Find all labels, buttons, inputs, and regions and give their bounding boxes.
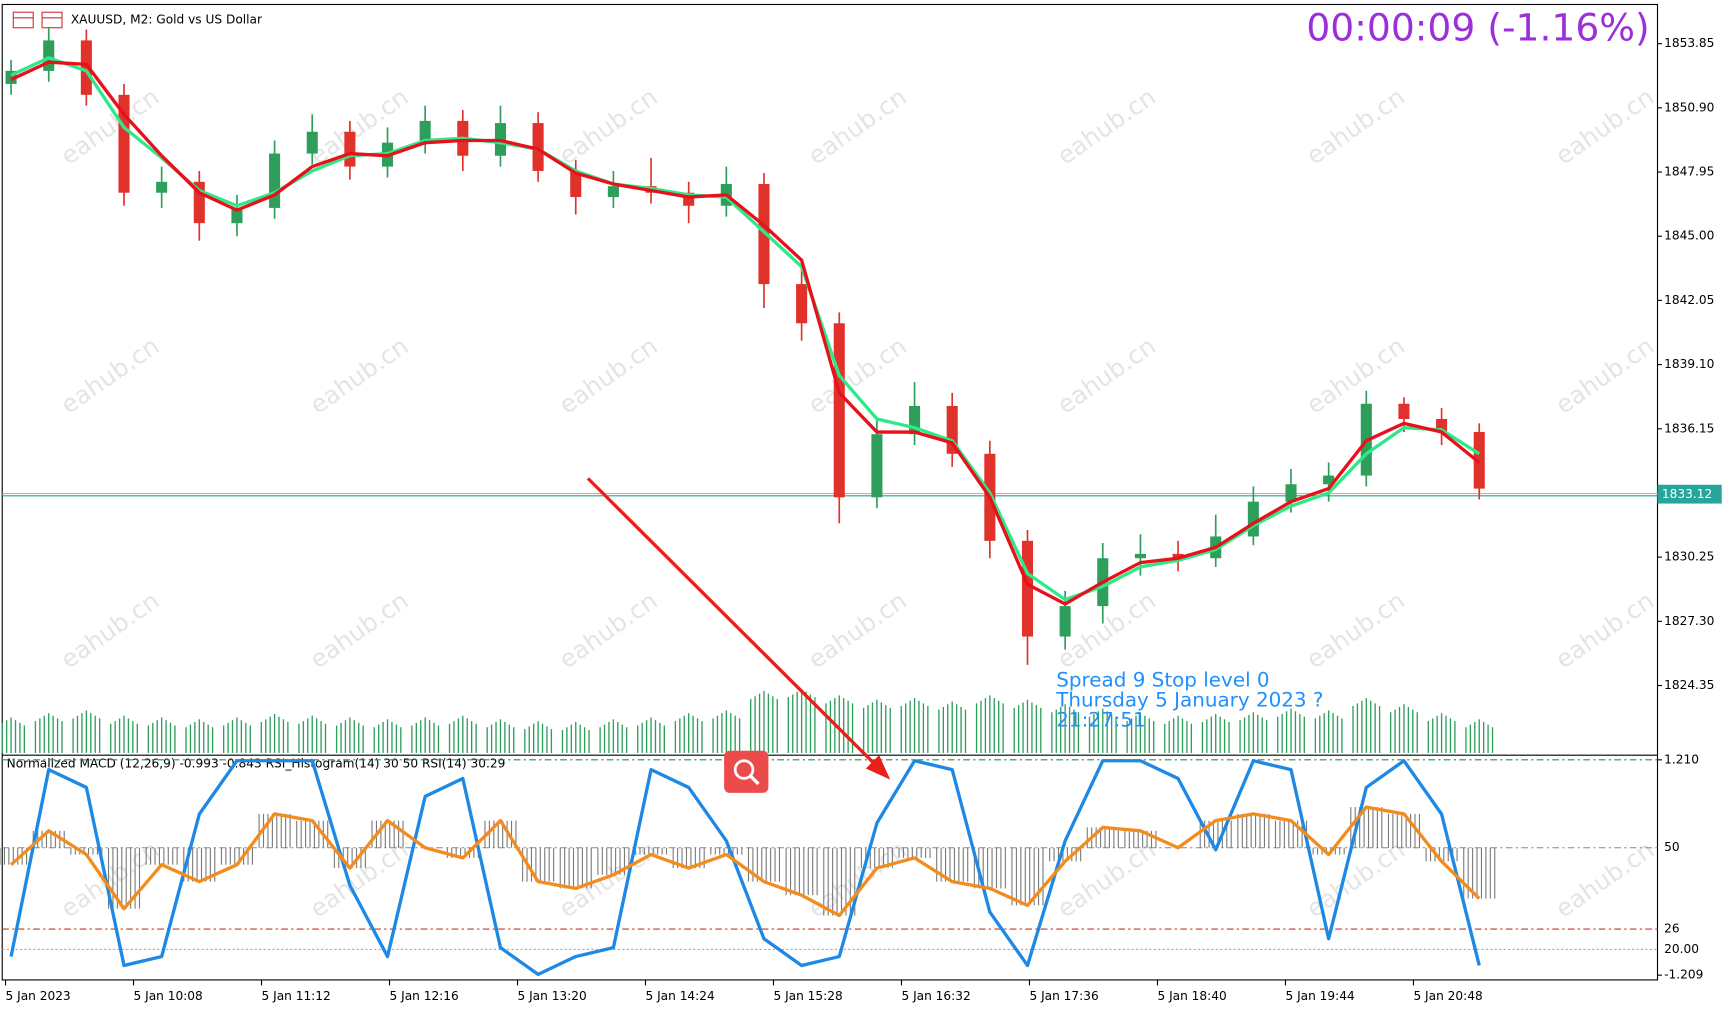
- y-tick-label: 1824.35: [1664, 678, 1714, 692]
- candle-body: [344, 131, 356, 167]
- x-tick-label: 5 Jan 19:44: [1285, 989, 1354, 1003]
- y-tick-label: 1839.10: [1664, 357, 1714, 371]
- indicator-title: Normalized MACD (12,26,9) -0.993 -0.843 …: [7, 757, 506, 771]
- candle-body: [118, 94, 130, 193]
- y-tick-label: 1827.30: [1664, 614, 1714, 628]
- y-tick-label: 1853.85: [1664, 36, 1714, 50]
- y-tick-label: 1830.25: [1664, 550, 1714, 564]
- x-tick-label: 5 Jan 12:16: [390, 989, 459, 1003]
- info-line: 21:27:51: [1056, 708, 1145, 731]
- candle-body: [683, 192, 695, 206]
- moving-average: [10, 56, 1481, 602]
- x-tick-label: 5 Jan 14:24: [646, 989, 715, 1003]
- candle-body: [1059, 606, 1071, 637]
- candle-body: [1323, 475, 1335, 485]
- price-tag: [1657, 484, 1722, 504]
- candle-body: [419, 120, 431, 143]
- y-tick-label: 1847.95: [1664, 165, 1714, 179]
- y2-tick-label: 1.210: [1664, 752, 1699, 766]
- y-tick-label: 20.00: [1664, 942, 1699, 956]
- x-tick-label: 5 Jan 17:36: [1029, 989, 1098, 1003]
- candle-body: [1172, 553, 1184, 559]
- x-tick-label: 5 Jan 13:20: [518, 989, 587, 1003]
- candle-body: [570, 170, 582, 198]
- candle-body: [1398, 403, 1410, 419]
- search-button[interactable]: [724, 750, 769, 793]
- candle-body: [1134, 553, 1146, 559]
- candle-body: [5, 70, 17, 84]
- y-tick-label: 1836.15: [1664, 421, 1714, 435]
- candle-body: [1021, 540, 1034, 637]
- info-line: Spread 9 Stop level 0: [1056, 668, 1269, 691]
- candle-body: [1436, 418, 1448, 433]
- x-tick-label: 5 Jan 11:12: [262, 989, 331, 1003]
- candle-body: [156, 181, 168, 193]
- candle-body: [306, 131, 318, 154]
- x-tick-label: 5 Jan 2023: [6, 989, 71, 1003]
- price-tag-label: 1833.12: [1662, 487, 1712, 501]
- candle-body: [43, 40, 55, 71]
- y2-tick-label: -1.209: [1664, 968, 1703, 982]
- y-tick-label: 1850.90: [1664, 100, 1714, 114]
- symbol-title: XAUUSD, M2: Gold vs US Dollar: [71, 12, 262, 26]
- y-tick-label: 26: [1664, 922, 1679, 936]
- y-tick-label: 1842.05: [1664, 293, 1714, 307]
- candle-body: [871, 434, 883, 498]
- candle-body: [1473, 432, 1485, 489]
- indicator-line: [9, 805, 1481, 918]
- y-tick-label: 1845.00: [1664, 229, 1714, 243]
- candle-body: [269, 153, 281, 208]
- candle-body: [532, 123, 544, 171]
- candle-body: [231, 207, 243, 224]
- candle-body: [1285, 484, 1297, 502]
- x-tick-label: 5 Jan 10:08: [134, 989, 203, 1003]
- x-tick-label: 5 Jan 18:40: [1157, 989, 1226, 1003]
- app-icon: [12, 11, 63, 29]
- candle-body: [833, 323, 845, 498]
- y-tick-label: 50: [1664, 840, 1679, 854]
- candle-body: [909, 405, 921, 435]
- candle-body: [607, 186, 619, 198]
- candle-body: [193, 181, 205, 224]
- x-tick-label: 5 Jan 15:28: [773, 989, 842, 1003]
- x-tick-label: 5 Jan 20:48: [1413, 989, 1482, 1003]
- moving-average: [10, 60, 1481, 606]
- candle-body: [1247, 501, 1259, 537]
- candle-body: [946, 405, 958, 454]
- countdown: 00:00:09 (-1.16%): [1306, 5, 1649, 49]
- indicator-line: [9, 759, 1481, 977]
- annotation-arrow: [586, 477, 891, 780]
- candle-body: [796, 284, 808, 324]
- info-line: Thursday 5 January 2023 ?: [1055, 688, 1323, 711]
- x-tick-label: 5 Jan 16:32: [901, 989, 970, 1003]
- candle-body: [80, 40, 92, 95]
